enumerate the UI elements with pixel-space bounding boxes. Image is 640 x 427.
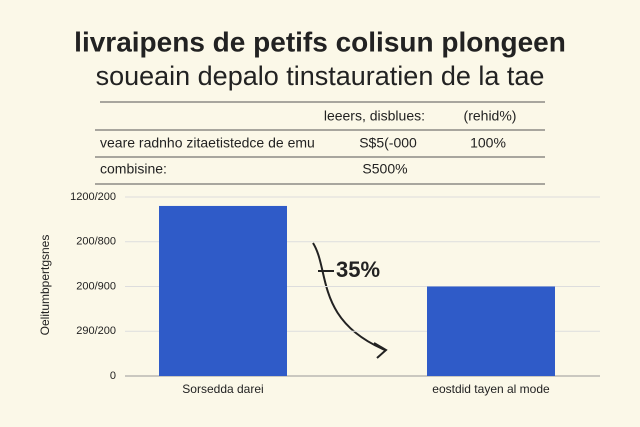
bar: [427, 286, 555, 376]
table-cell: S500%: [362, 161, 407, 177]
chart-title: livraipens de petifs colisun plongeen: [74, 26, 566, 57]
table-cell: combisine:: [100, 161, 167, 177]
x-tick-label: Sorsedda darei: [182, 382, 263, 396]
table-header: (rehid%): [464, 108, 517, 124]
arrow-head: [373, 342, 388, 359]
table-header: leeers, disblues:: [324, 108, 425, 124]
table-cell: S$5(-000: [359, 135, 417, 151]
annotation-arrow: [312, 242, 386, 351]
table-cell: 100%: [470, 135, 506, 151]
y-tick-label: 290/200: [76, 325, 116, 337]
y-tick-label: 200/900: [76, 280, 116, 292]
y-tick-label: 0: [110, 370, 116, 382]
bar: [159, 205, 287, 376]
y-tick-label: 200/800: [76, 236, 116, 248]
table-lines: [95, 101, 545, 185]
table-cell: veare radnho zitaetistedce de emu: [100, 135, 315, 151]
y-axis-label: Oelitumbpertgsnes: [38, 235, 52, 336]
annotation: 35%: [336, 257, 380, 282]
chart-subtitle: soueain depalo tinstauratien de la tae: [96, 61, 545, 91]
x-tick-label: eostdid tayen al mode: [432, 382, 550, 396]
y-tick-label: 1200/200: [70, 191, 116, 203]
